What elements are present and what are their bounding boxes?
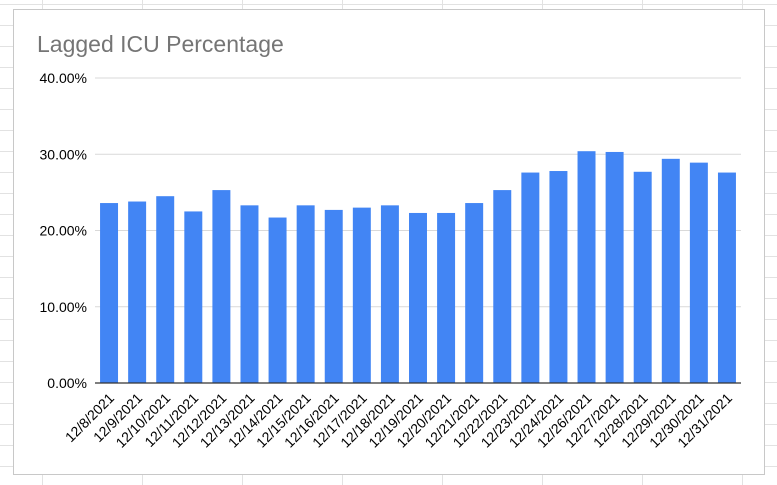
y-tick-label: 30.00% — [40, 146, 87, 162]
bar — [128, 201, 147, 383]
bar — [100, 203, 119, 383]
y-tick-label: 0.00% — [47, 375, 87, 391]
bar — [493, 190, 512, 383]
bar — [465, 203, 484, 383]
bar — [212, 190, 231, 383]
y-tick-label: 10.00% — [40, 299, 87, 315]
bar-chart: 0.00%10.00%20.00%30.00%40.00%12/8/202112… — [40, 70, 741, 451]
bar — [268, 217, 287, 383]
bar — [633, 171, 652, 383]
bar — [437, 212, 456, 383]
bar — [661, 158, 680, 383]
bar — [352, 207, 371, 383]
bar — [380, 205, 399, 383]
bar — [409, 212, 427, 383]
bar — [717, 172, 736, 383]
bar — [549, 171, 568, 383]
bar — [240, 205, 259, 383]
y-tick-label: 20.00% — [40, 223, 87, 239]
bar — [577, 151, 596, 383]
bar — [521, 172, 540, 383]
bar — [156, 196, 175, 383]
bar — [605, 151, 624, 383]
bar — [324, 209, 343, 383]
chart-title: Lagged ICU Percentage — [37, 31, 284, 57]
bar — [296, 205, 315, 383]
y-tick-label: 40.00% — [40, 70, 87, 86]
chart-container[interactable]: Lagged ICU Percentage 0.00% 10.00% 20.00% 3… — [13, 9, 765, 475]
bar — [689, 162, 708, 383]
bar — [184, 211, 203, 383]
